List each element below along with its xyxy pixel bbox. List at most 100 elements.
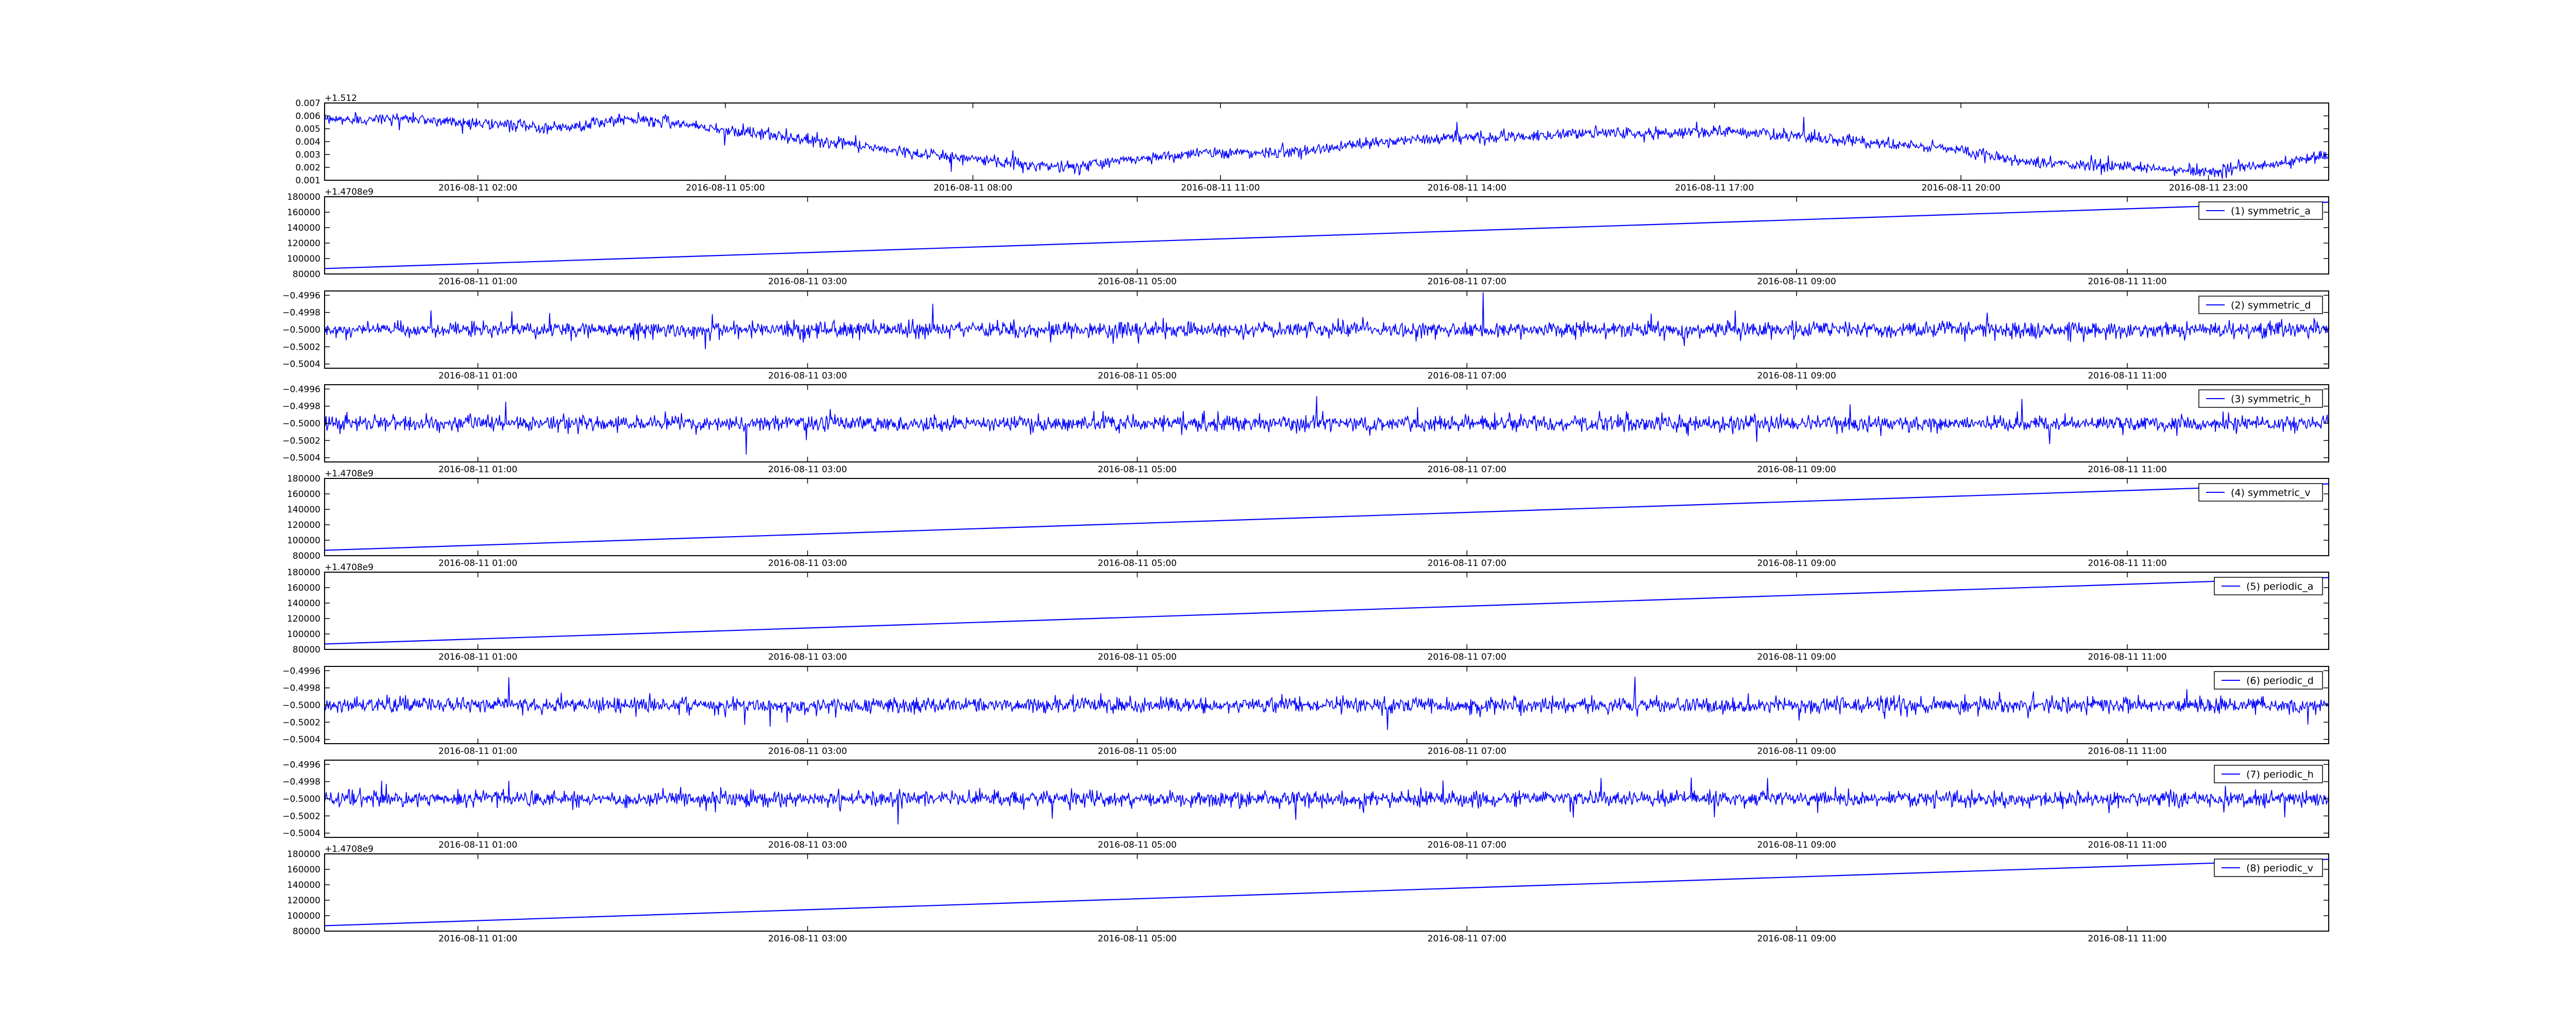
x-tick-label: 2016-08-11 01:00 (438, 465, 517, 475)
y-tick-label: 100000 (287, 911, 320, 921)
legend-label: (1) symmetric_a (2231, 205, 2311, 217)
legend-label: (8) periodic_v (2246, 863, 2313, 874)
y-tick-label: −0.5000 (282, 419, 320, 429)
x-tick-label: 2016-08-11 09:00 (1757, 652, 1836, 662)
y-tick-label: 80000 (293, 551, 320, 561)
x-tick-label: 2016-08-11 09:00 (1757, 934, 1836, 944)
y-tick-label: 0.001 (295, 176, 320, 186)
x-tick-label: 2016-08-11 03:00 (768, 746, 847, 757)
y-tick-label: 120000 (287, 238, 320, 249)
x-tick-label: 2016-08-11 07:00 (1428, 558, 1506, 569)
y-tick-label: −0.5004 (282, 453, 320, 464)
x-tick-label: 2016-08-11 05:00 (1098, 840, 1177, 850)
y-tick-label: 160000 (287, 489, 320, 500)
x-tick-label: 2016-08-11 09:00 (1757, 371, 1836, 381)
x-tick-label: 2016-08-11 02:00 (438, 183, 517, 193)
series-line-1 (325, 396, 2329, 455)
x-tick-label: 2016-08-11 07:00 (1428, 465, 1506, 475)
x-tick-label: 2016-08-11 07:00 (1428, 934, 1506, 944)
x-tick-label: 2016-08-11 20:00 (1922, 183, 2001, 193)
x-tick-label: 2016-08-11 11:00 (2088, 465, 2166, 475)
legend-label: (4) symmetric_v (2231, 487, 2311, 499)
legend: (1) symmetric_a (2198, 201, 2323, 220)
y-tick-label: 80000 (293, 645, 320, 655)
x-tick-label: 2016-08-11 05:00 (1098, 558, 1177, 569)
y-tick-label: −0.4996 (282, 384, 320, 394)
x-tick-label: 2016-08-11 11:00 (2088, 558, 2166, 569)
x-tick-label: 2016-08-11 03:00 (768, 371, 847, 381)
series-line-1 (325, 483, 2329, 551)
y-tick-label: 140000 (287, 223, 320, 233)
x-tick-label: 2016-08-11 09:00 (1757, 840, 1836, 850)
x-tick-label: 2016-08-11 05:00 (1098, 371, 1177, 381)
y-tick-label: 100000 (287, 536, 320, 546)
x-tick-label: 2016-08-11 11:00 (2088, 840, 2166, 850)
subplot-6: 80000 100000 120000 140000 160000 180000 2016-… (287, 562, 2329, 662)
y-offset-label: +1.512 (325, 93, 357, 104)
y-tick-label: −0.5004 (282, 829, 320, 839)
y-tick-label: −0.4998 (282, 402, 320, 412)
legend: (2) symmetric_d (2198, 296, 2323, 314)
y-tick-label: 160000 (287, 583, 320, 593)
y-tick-label: 180000 (287, 474, 320, 484)
x-tick-label: 2016-08-11 07:00 (1428, 277, 1506, 287)
x-tick-label: 2016-08-11 01:00 (438, 371, 517, 381)
x-tick-label: 2016-08-11 05:00 (1098, 934, 1177, 944)
x-tick-label: 2016-08-11 09:00 (1757, 465, 1836, 475)
x-tick-label: 2016-08-11 07:00 (1428, 746, 1506, 757)
x-tick-label: 2016-08-11 03:00 (768, 277, 847, 287)
axes-frame (324, 102, 2329, 181)
y-offset-label: +1.4708e9 (325, 469, 374, 479)
legend-label: (6) periodic_d (2246, 675, 2314, 686)
legend: (8) periodic_v (2214, 859, 2323, 877)
x-tick-label: 2016-08-11 23:00 (2169, 183, 2248, 193)
subplot-3: −0.5004 −0.5002 −0.5000 −0.4998 −0.4996 2016-… (282, 290, 2329, 381)
legend-label: (2) symmetric_d (2231, 300, 2311, 311)
series-line-1 (325, 201, 2329, 269)
y-tick-label: −0.4996 (282, 290, 320, 301)
x-tick-label: 2016-08-11 05:00 (1098, 652, 1177, 662)
y-offset-label: +1.4708e9 (325, 844, 374, 854)
y-tick-label: −0.5002 (282, 717, 320, 728)
subplot-7: −0.5004 −0.5002 −0.5000 −0.4998 −0.4996 2016-… (282, 666, 2329, 757)
y-tick-label: −0.5002 (282, 811, 320, 821)
x-tick-label: 2016-08-11 01:00 (438, 934, 517, 944)
y-tick-label: 80000 (293, 269, 320, 280)
subplot-5: 80000 100000 120000 140000 160000 180000 2016-… (287, 469, 2329, 569)
y-tick-label: −0.5000 (282, 700, 320, 711)
x-tick-label: 2016-08-11 09:00 (1757, 277, 1836, 287)
y-tick-label: −0.5004 (282, 359, 320, 370)
y-tick-label: 140000 (287, 505, 320, 515)
x-tick-label: 2016-08-11 11:00 (2088, 371, 2166, 381)
axes-frame (324, 478, 2329, 556)
y-tick-label: 100000 (287, 254, 320, 264)
x-tick-label: 2016-08-11 07:00 (1428, 371, 1506, 381)
x-tick-label: 2016-08-11 09:00 (1757, 746, 1836, 757)
series-line-1 (325, 859, 2329, 926)
subplot-8: −0.5004 −0.5002 −0.5000 −0.4998 −0.4996 2016-… (282, 760, 2329, 850)
subplot-4: −0.5004 −0.5002 −0.5000 −0.4998 −0.4996 2016-… (282, 384, 2329, 475)
x-tick-label: 2016-08-11 14:00 (1428, 183, 1506, 193)
y-tick-label: 0.007 (295, 98, 320, 109)
y-tick-label: 120000 (287, 896, 320, 906)
y-tick-label: 0.002 (295, 163, 320, 173)
y-tick-label: 140000 (287, 880, 320, 890)
y-offset-label: +1.4708e9 (325, 187, 374, 197)
y-tick-label: −0.5002 (282, 436, 320, 446)
legend: (4) symmetric_v (2198, 483, 2323, 502)
x-tick-label: 2016-08-11 01:00 (438, 840, 517, 850)
legend: (6) periodic_d (2214, 671, 2323, 690)
axes-frame (324, 196, 2329, 274)
series-line-1 (325, 577, 2329, 645)
x-tick-label: 2016-08-11 05:00 (1098, 746, 1177, 757)
y-tick-label: 160000 (287, 208, 320, 218)
x-tick-label: 2016-08-11 03:00 (768, 934, 847, 944)
y-tick-label: 180000 (287, 192, 320, 202)
x-tick-label: 2016-08-11 03:00 (768, 652, 847, 662)
y-tick-label: 120000 (287, 614, 320, 624)
subplot-9: 80000 100000 120000 140000 160000 180000 2016-… (287, 844, 2329, 944)
x-tick-label: 2016-08-11 08:00 (934, 183, 1012, 193)
y-tick-label: 0.005 (295, 124, 320, 134)
legend: (3) symmetric_h (2198, 389, 2323, 408)
